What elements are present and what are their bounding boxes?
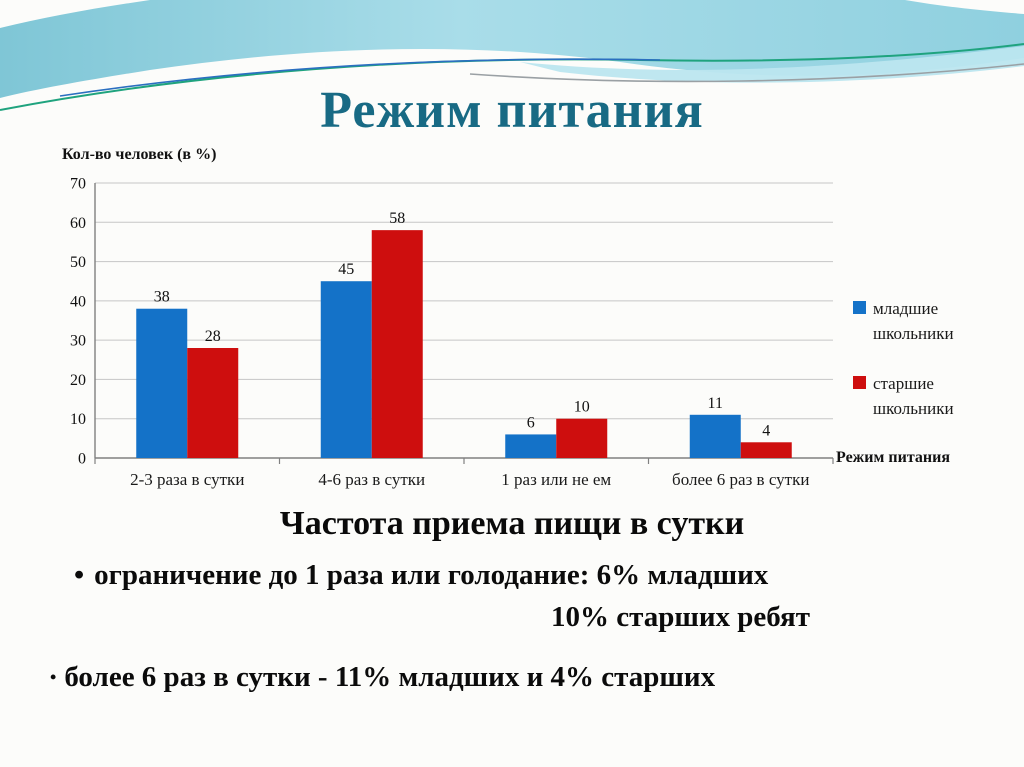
bullet-item-1: • ограничение до 1 раза или голодание: 6%… bbox=[74, 559, 994, 592]
header-wave-decoration bbox=[0, 0, 1024, 150]
y-tick-label: 0 bbox=[78, 451, 86, 468]
page-title: Режим питания bbox=[320, 82, 704, 139]
legend-swatch bbox=[853, 301, 866, 314]
value-label: 11 bbox=[708, 395, 723, 412]
bullet-item-1-continuation: 10% старших ребят bbox=[550, 601, 810, 633]
legend-swatch bbox=[853, 376, 866, 390]
x-axis-title: Режим питания bbox=[836, 449, 950, 466]
y-tick-label: 40 bbox=[70, 293, 86, 310]
x-tick-label: более 6 раз в сутки bbox=[672, 470, 809, 489]
bullet-item-2: • более 6 раз в сутки - 11% младших и 4% … bbox=[50, 661, 990, 694]
legend-item: старшие школьники bbox=[853, 372, 983, 421]
bar bbox=[689, 414, 741, 458]
bar bbox=[740, 442, 792, 458]
x-tick-label: 1 раз или не ем bbox=[501, 470, 611, 489]
chart-legend: младшие школьники старшие школьники bbox=[853, 297, 983, 448]
bullet-text: ограничение до 1 раза или голодание: 6% … bbox=[94, 559, 769, 591]
x-tick-label: 2-3 раза в сутки bbox=[130, 470, 244, 489]
value-label: 58 bbox=[389, 210, 405, 227]
legend-label: старшие школьники bbox=[873, 374, 954, 418]
bar bbox=[556, 418, 608, 458]
y-tick-label: 60 bbox=[70, 215, 86, 232]
bar bbox=[505, 434, 557, 458]
value-label: 38 bbox=[154, 289, 170, 306]
bar bbox=[187, 348, 239, 458]
legend-item: младшие школьники bbox=[853, 297, 983, 346]
value-label: 45 bbox=[338, 261, 354, 278]
y-tick-label: 10 bbox=[70, 411, 86, 428]
value-label: 28 bbox=[205, 328, 221, 345]
bar bbox=[371, 230, 423, 458]
bullet-text: более 6 раз в сутки - 11% младших и 4% с… bbox=[64, 661, 716, 693]
bar bbox=[136, 308, 188, 458]
chart-caption: Частота приема пищи в сутки bbox=[279, 505, 745, 542]
y-tick-label: 30 bbox=[70, 333, 86, 350]
y-tick-label: 20 bbox=[70, 372, 86, 389]
bar-chart: 0 10 20 30 40 50 60 70 38 28 2-3 раза в сутки 45 58 4… bbox=[70, 176, 834, 489]
bar bbox=[320, 281, 372, 458]
value-label: 10 bbox=[574, 399, 590, 416]
x-tick-label: 4-6 раз в сутки bbox=[318, 470, 425, 489]
legend-label: младшие школьники bbox=[873, 299, 954, 343]
bullet-marker: • bbox=[50, 667, 57, 687]
bullet-marker: • bbox=[74, 559, 85, 591]
value-label: 6 bbox=[527, 414, 535, 431]
value-label: 4 bbox=[762, 422, 770, 439]
y-tick-label: 50 bbox=[70, 254, 86, 271]
y-axis-title: Кол-во человек (в %) bbox=[62, 146, 217, 163]
y-tick-label: 70 bbox=[70, 176, 86, 193]
